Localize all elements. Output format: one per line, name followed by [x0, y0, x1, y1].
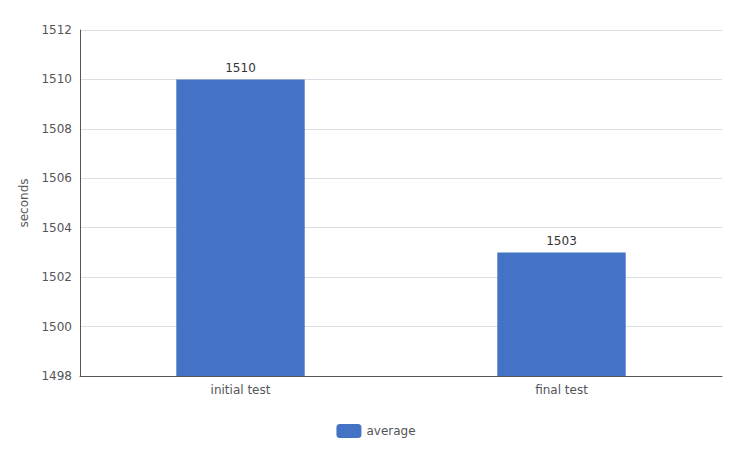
svg-text:1500: 1500: [41, 320, 72, 334]
svg-text:1510: 1510: [225, 61, 256, 75]
svg-text:1502: 1502: [41, 270, 72, 284]
svg-text:final test: final test: [535, 383, 588, 397]
svg-text:1510: 1510: [41, 72, 72, 86]
svg-text:1512: 1512: [41, 23, 72, 37]
svg-text:initial test: initial test: [211, 383, 271, 397]
svg-text:average: average: [366, 424, 415, 438]
svg-text:seconds: seconds: [17, 178, 31, 227]
svg-text:1508: 1508: [41, 122, 72, 136]
svg-text:1504: 1504: [41, 221, 72, 235]
svg-text:1498: 1498: [41, 369, 72, 383]
svg-text:1506: 1506: [41, 171, 72, 185]
svg-text:1503: 1503: [546, 234, 577, 248]
